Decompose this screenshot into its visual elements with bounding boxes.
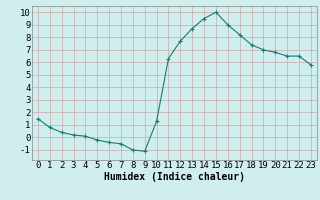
X-axis label: Humidex (Indice chaleur): Humidex (Indice chaleur) <box>104 172 245 182</box>
